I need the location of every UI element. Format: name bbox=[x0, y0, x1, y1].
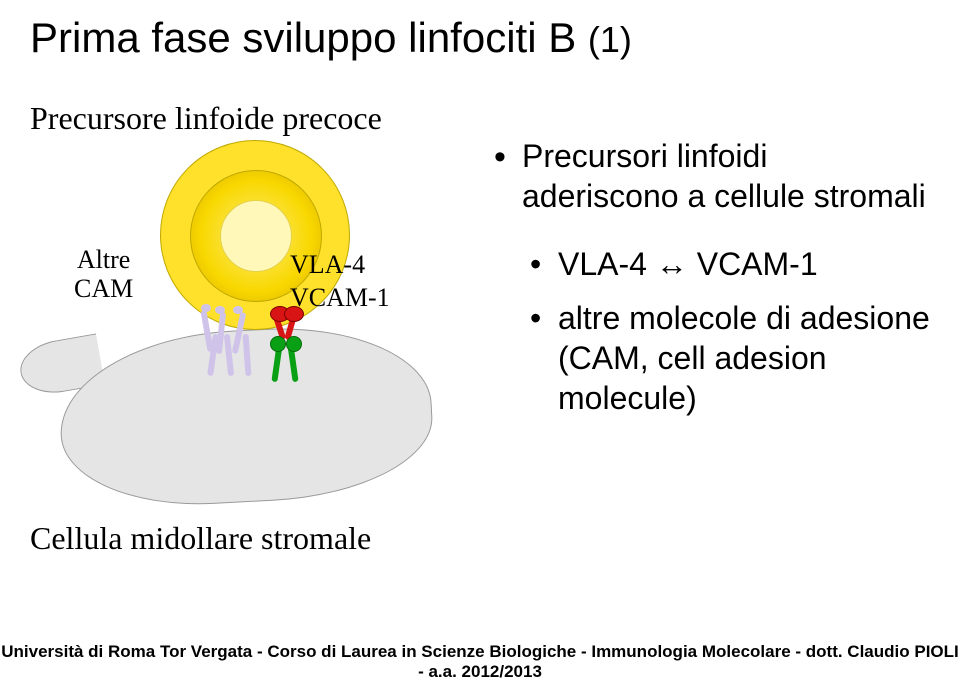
precursor-label: Precursore linfoide precoce bbox=[30, 100, 382, 137]
precursor-nucleus-inner bbox=[220, 200, 292, 272]
cam-stalk bbox=[224, 334, 234, 376]
bullet-sub-1: VLA-4 ↔ VCAM-1 bbox=[526, 244, 930, 284]
slide-footer: Università di Roma Tor Vergata - Corso d… bbox=[0, 642, 960, 682]
cam-head bbox=[201, 304, 211, 312]
vcam1-receptor bbox=[264, 336, 308, 386]
vla4-text: VLA-4 bbox=[290, 250, 365, 279]
bullet-sublist: VLA-4 ↔ VCAM-1 altre molecole di adesion… bbox=[526, 244, 930, 418]
cell-diagram bbox=[30, 140, 450, 520]
other-cam-receptors bbox=[200, 316, 270, 376]
cam-head bbox=[215, 306, 225, 314]
vcam1-head bbox=[286, 336, 302, 352]
altre-line1: Altre bbox=[77, 245, 130, 274]
bullet-list: Precursori linfoidi aderiscono a cellule… bbox=[490, 136, 930, 432]
vla4-vcam1-label: VLA-4 VCAM-1 bbox=[290, 248, 390, 315]
cam-head bbox=[233, 306, 243, 314]
altre-line2: CAM bbox=[74, 274, 133, 303]
slide-title: Prima fase sviluppo linfociti B (1) bbox=[30, 14, 632, 62]
bullet-top: Precursori linfoidi aderiscono a cellule… bbox=[490, 136, 930, 216]
title-main: Prima fase sviluppo linfociti B bbox=[30, 14, 588, 61]
title-suffix: (1) bbox=[588, 19, 632, 60]
altre-cam-label: Altre CAM bbox=[74, 246, 133, 303]
bullet-sub-2: altre molecole di adesione (CAM, cell ad… bbox=[526, 298, 930, 418]
cam-stalk bbox=[243, 334, 252, 376]
bullet-sub-1-text: VLA-4 ↔ VCAM-1 bbox=[558, 246, 818, 282]
stromal-cell-label: Cellula midollare stromale bbox=[30, 520, 371, 557]
vcam1-head bbox=[270, 336, 286, 352]
vcam1-text: VCAM-1 bbox=[290, 283, 390, 312]
